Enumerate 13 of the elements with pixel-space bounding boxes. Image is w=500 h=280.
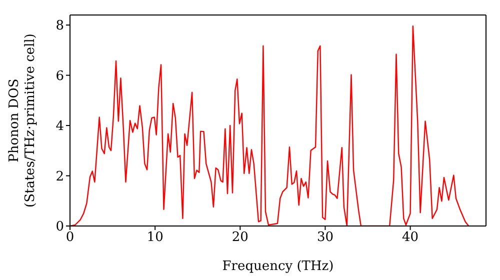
y-tick-label: 8 xyxy=(56,18,64,34)
x-tick-label: 20 xyxy=(232,230,248,246)
x-tick-label: 40 xyxy=(402,230,419,246)
y-tick-label: 2 xyxy=(56,169,64,184)
x-axis-title: Frequency (THz) xyxy=(222,259,334,274)
line-series xyxy=(70,25,470,226)
y-tick-label: 6 xyxy=(56,68,64,84)
x-tick-label: 30 xyxy=(316,230,334,246)
x-tick-label: 0 xyxy=(66,230,74,246)
y-axis-title: Phonon DOS (States/THz·primitive cell) xyxy=(7,33,38,208)
y-tick-label: 4 xyxy=(56,119,64,134)
y-tick-label: 0 xyxy=(56,220,64,235)
x-tick-label: 10 xyxy=(146,230,164,246)
